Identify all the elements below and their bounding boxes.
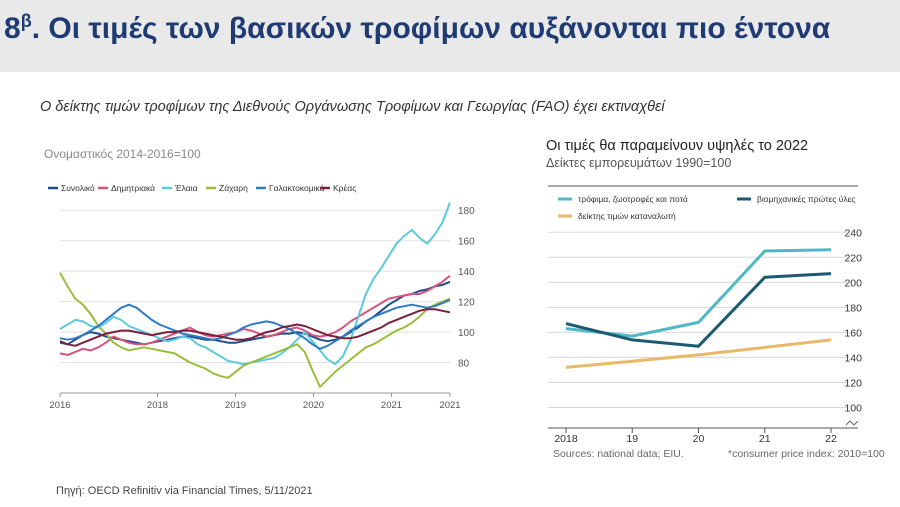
- chart2-footnote: *consumer price index: 2010=100: [728, 448, 885, 460]
- page-subtitle: Ο δείκτης τιμών τροφίμων της Διεθνούς Ορ…: [40, 99, 665, 115]
- chart1-index-label: Ονομαστικός 2014-2016=100: [44, 147, 201, 161]
- title-banner: [0, 0, 900, 72]
- source-note: Πηγή: OECD Refinitiv via Financial Times…: [56, 485, 313, 497]
- chart2-source: Sources: national data; EIU.: [553, 448, 684, 460]
- chart1-y-tick-label: 120: [458, 298, 475, 309]
- chart1-x-tick-label: 2018: [147, 400, 168, 411]
- chart1-series-line: [59, 274, 451, 356]
- chart1-legend-label: Συνολικό: [61, 183, 95, 193]
- chart1-legend-label: Δημητριακά: [111, 183, 155, 193]
- chart1-legend-label: Έλαια: [174, 183, 198, 193]
- chart1-x-tick-label: 2019: [225, 400, 246, 411]
- chart1-x-tick-label: 2016: [49, 400, 70, 411]
- chart1-x-tick-label: 2021: [381, 400, 402, 411]
- chart1-y-tick-label: 100: [458, 328, 475, 339]
- chart1-y-tick-label: 140: [458, 267, 475, 278]
- chart1-series-line: [59, 280, 451, 346]
- chart1-x-tick-label: 2021: [439, 400, 460, 411]
- chart1-x-tick-label: 2020: [303, 400, 324, 411]
- page-title: 8β. Οι τιμές των βασικών τροφίμων αυξάνο…: [4, 11, 831, 45]
- title-superscript: β: [20, 11, 32, 31]
- chart1-y-tick-label: 160: [458, 237, 475, 248]
- chart1-series-line: [59, 272, 451, 388]
- chart2-subtitle: Δείκτες εμπορευμάτων 1990=100: [546, 156, 732, 170]
- chart1-series-line: [59, 299, 451, 350]
- chart1-y-tick-label: 80: [458, 359, 470, 370]
- chart1-legend-label: Γαλακτοκομικά: [269, 183, 325, 193]
- chart1-legend-label: Ζάχαρη: [219, 183, 248, 193]
- chart1-legend-label: Κρέας: [333, 183, 356, 193]
- chart1-y-tick-label: 180: [458, 206, 475, 217]
- chart2-title: Οι τιμές θα παραμείνουν υψηλές το 2022: [546, 138, 809, 154]
- chart1-series-line: [59, 308, 451, 347]
